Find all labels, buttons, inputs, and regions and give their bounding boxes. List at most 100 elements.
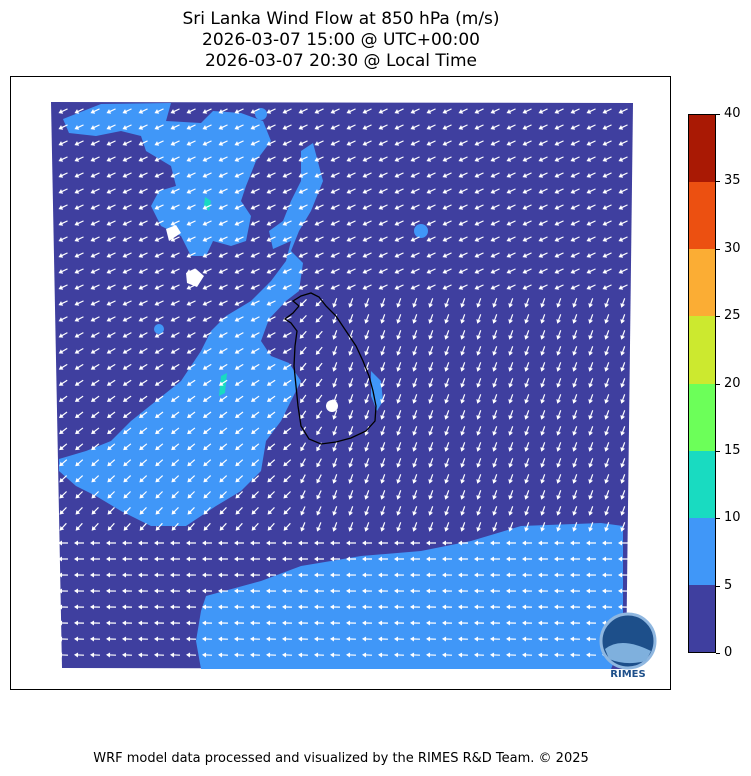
wind-arrow: [554, 236, 564, 242]
wind-arrow: [426, 604, 437, 610]
wind-arrow: [282, 156, 292, 162]
wind-arrow: [330, 124, 340, 130]
wind-arrow: [618, 604, 629, 610]
wind-arrow: [170, 156, 180, 162]
colorbar-segment: [689, 182, 715, 250]
wind-arrow: [474, 252, 484, 258]
wind-arrow: [202, 395, 212, 402]
wind-arrow: [299, 330, 307, 339]
wind-arrow: [202, 156, 212, 162]
wind-arrow: [348, 442, 354, 452]
wind-arrow: [506, 140, 516, 146]
wind-arrow: [138, 172, 148, 178]
wind-arrow: [170, 604, 181, 610]
wind-arrow: [282, 636, 293, 642]
wind-arrow: [380, 330, 386, 340]
wind-arrow: [202, 556, 213, 562]
wind-arrow: [202, 284, 212, 290]
wind-arrow: [458, 124, 468, 130]
wind-arrow: [522, 620, 533, 626]
wind-arrow: [442, 220, 452, 226]
wind-arrow: [74, 604, 85, 610]
wind-arrow: [556, 362, 562, 372]
wind-arrow: [618, 588, 629, 594]
wind-arrow: [554, 108, 564, 114]
wind-arrow: [316, 378, 323, 388]
wind-arrow: [58, 636, 69, 642]
wind-arrow: [332, 410, 338, 420]
wind-arrow: [282, 395, 292, 402]
wind-arrow: [58, 156, 68, 162]
wind-arrow: [426, 540, 437, 546]
wind-arrow: [170, 347, 180, 354]
wind-arrow: [74, 332, 84, 338]
wind-arrow: [219, 459, 228, 467]
wind-arrow: [554, 268, 564, 274]
wind-arrow: [250, 588, 261, 594]
wind-arrow: [74, 204, 84, 210]
wind-arrow: [522, 108, 532, 114]
wind-arrow: [506, 204, 516, 210]
wind-arrow: [522, 124, 532, 130]
wind-arrow: [251, 522, 259, 531]
wind-arrow: [218, 556, 229, 562]
wind-arrow: [586, 572, 597, 578]
wind-arrow: [428, 346, 434, 356]
wind-arrow: [315, 330, 323, 339]
wind-arrow: [170, 572, 181, 578]
wind-arrow: [218, 604, 229, 610]
wind-arrow: [202, 540, 213, 546]
wind-arrow: [460, 506, 466, 516]
wind-arrow: [186, 379, 196, 386]
wind-arrow: [122, 556, 133, 562]
wind-arrow: [572, 394, 578, 404]
wind-arrow: [90, 188, 100, 194]
wind-arrow: [410, 108, 420, 114]
wind-arrow: [58, 284, 68, 290]
wind-arrow: [218, 300, 228, 306]
wind-arrow: [538, 572, 549, 578]
wind-arrow: [235, 427, 244, 435]
wind-arrow: [90, 252, 100, 258]
wind-arrow: [154, 236, 164, 242]
wind-arrow: [106, 124, 116, 130]
wind-arrow: [394, 140, 404, 146]
wind-arrow: [410, 620, 421, 626]
wind-arrow: [426, 220, 436, 226]
wind-arrow: [74, 636, 85, 642]
wind-arrow: [332, 490, 338, 500]
wind-arrow: [556, 458, 562, 468]
wind-arrow: [122, 620, 133, 626]
wind-arrow: [138, 316, 148, 322]
wind-arrow: [58, 540, 69, 546]
wind-arrow: [154, 140, 164, 146]
wind-arrow: [572, 346, 578, 356]
wind-arrow: [300, 410, 307, 420]
wind-arrow: [554, 252, 564, 258]
wind-arrow: [570, 140, 580, 146]
wind-arrow: [138, 204, 148, 210]
wind-arrow: [122, 140, 132, 146]
wind-arrow: [346, 220, 356, 226]
wind-arrow: [330, 156, 340, 162]
wind-arrow: [282, 332, 292, 338]
wind-arrow: [170, 108, 180, 114]
wind-arrow: [314, 572, 325, 578]
wind-arrow: [187, 522, 195, 531]
wind-arrow: [298, 268, 308, 274]
wind-arrow: [332, 506, 338, 516]
wind-arrow: [267, 522, 275, 531]
wind-arrow: [170, 316, 180, 322]
wind-arrow: [602, 172, 612, 178]
wind-arrow: [155, 506, 163, 515]
wind-arrow: [572, 442, 578, 452]
wind-arrow: [282, 604, 293, 610]
wind-arrow: [378, 284, 388, 290]
wind-arrow: [138, 188, 148, 194]
wind-arrow: [218, 379, 228, 386]
wind-arrow: [58, 572, 69, 578]
wind-arrow: [378, 236, 388, 242]
wind-arrow: [107, 491, 115, 499]
wind-arrow: [380, 506, 386, 516]
wind-arrow: [474, 220, 484, 226]
